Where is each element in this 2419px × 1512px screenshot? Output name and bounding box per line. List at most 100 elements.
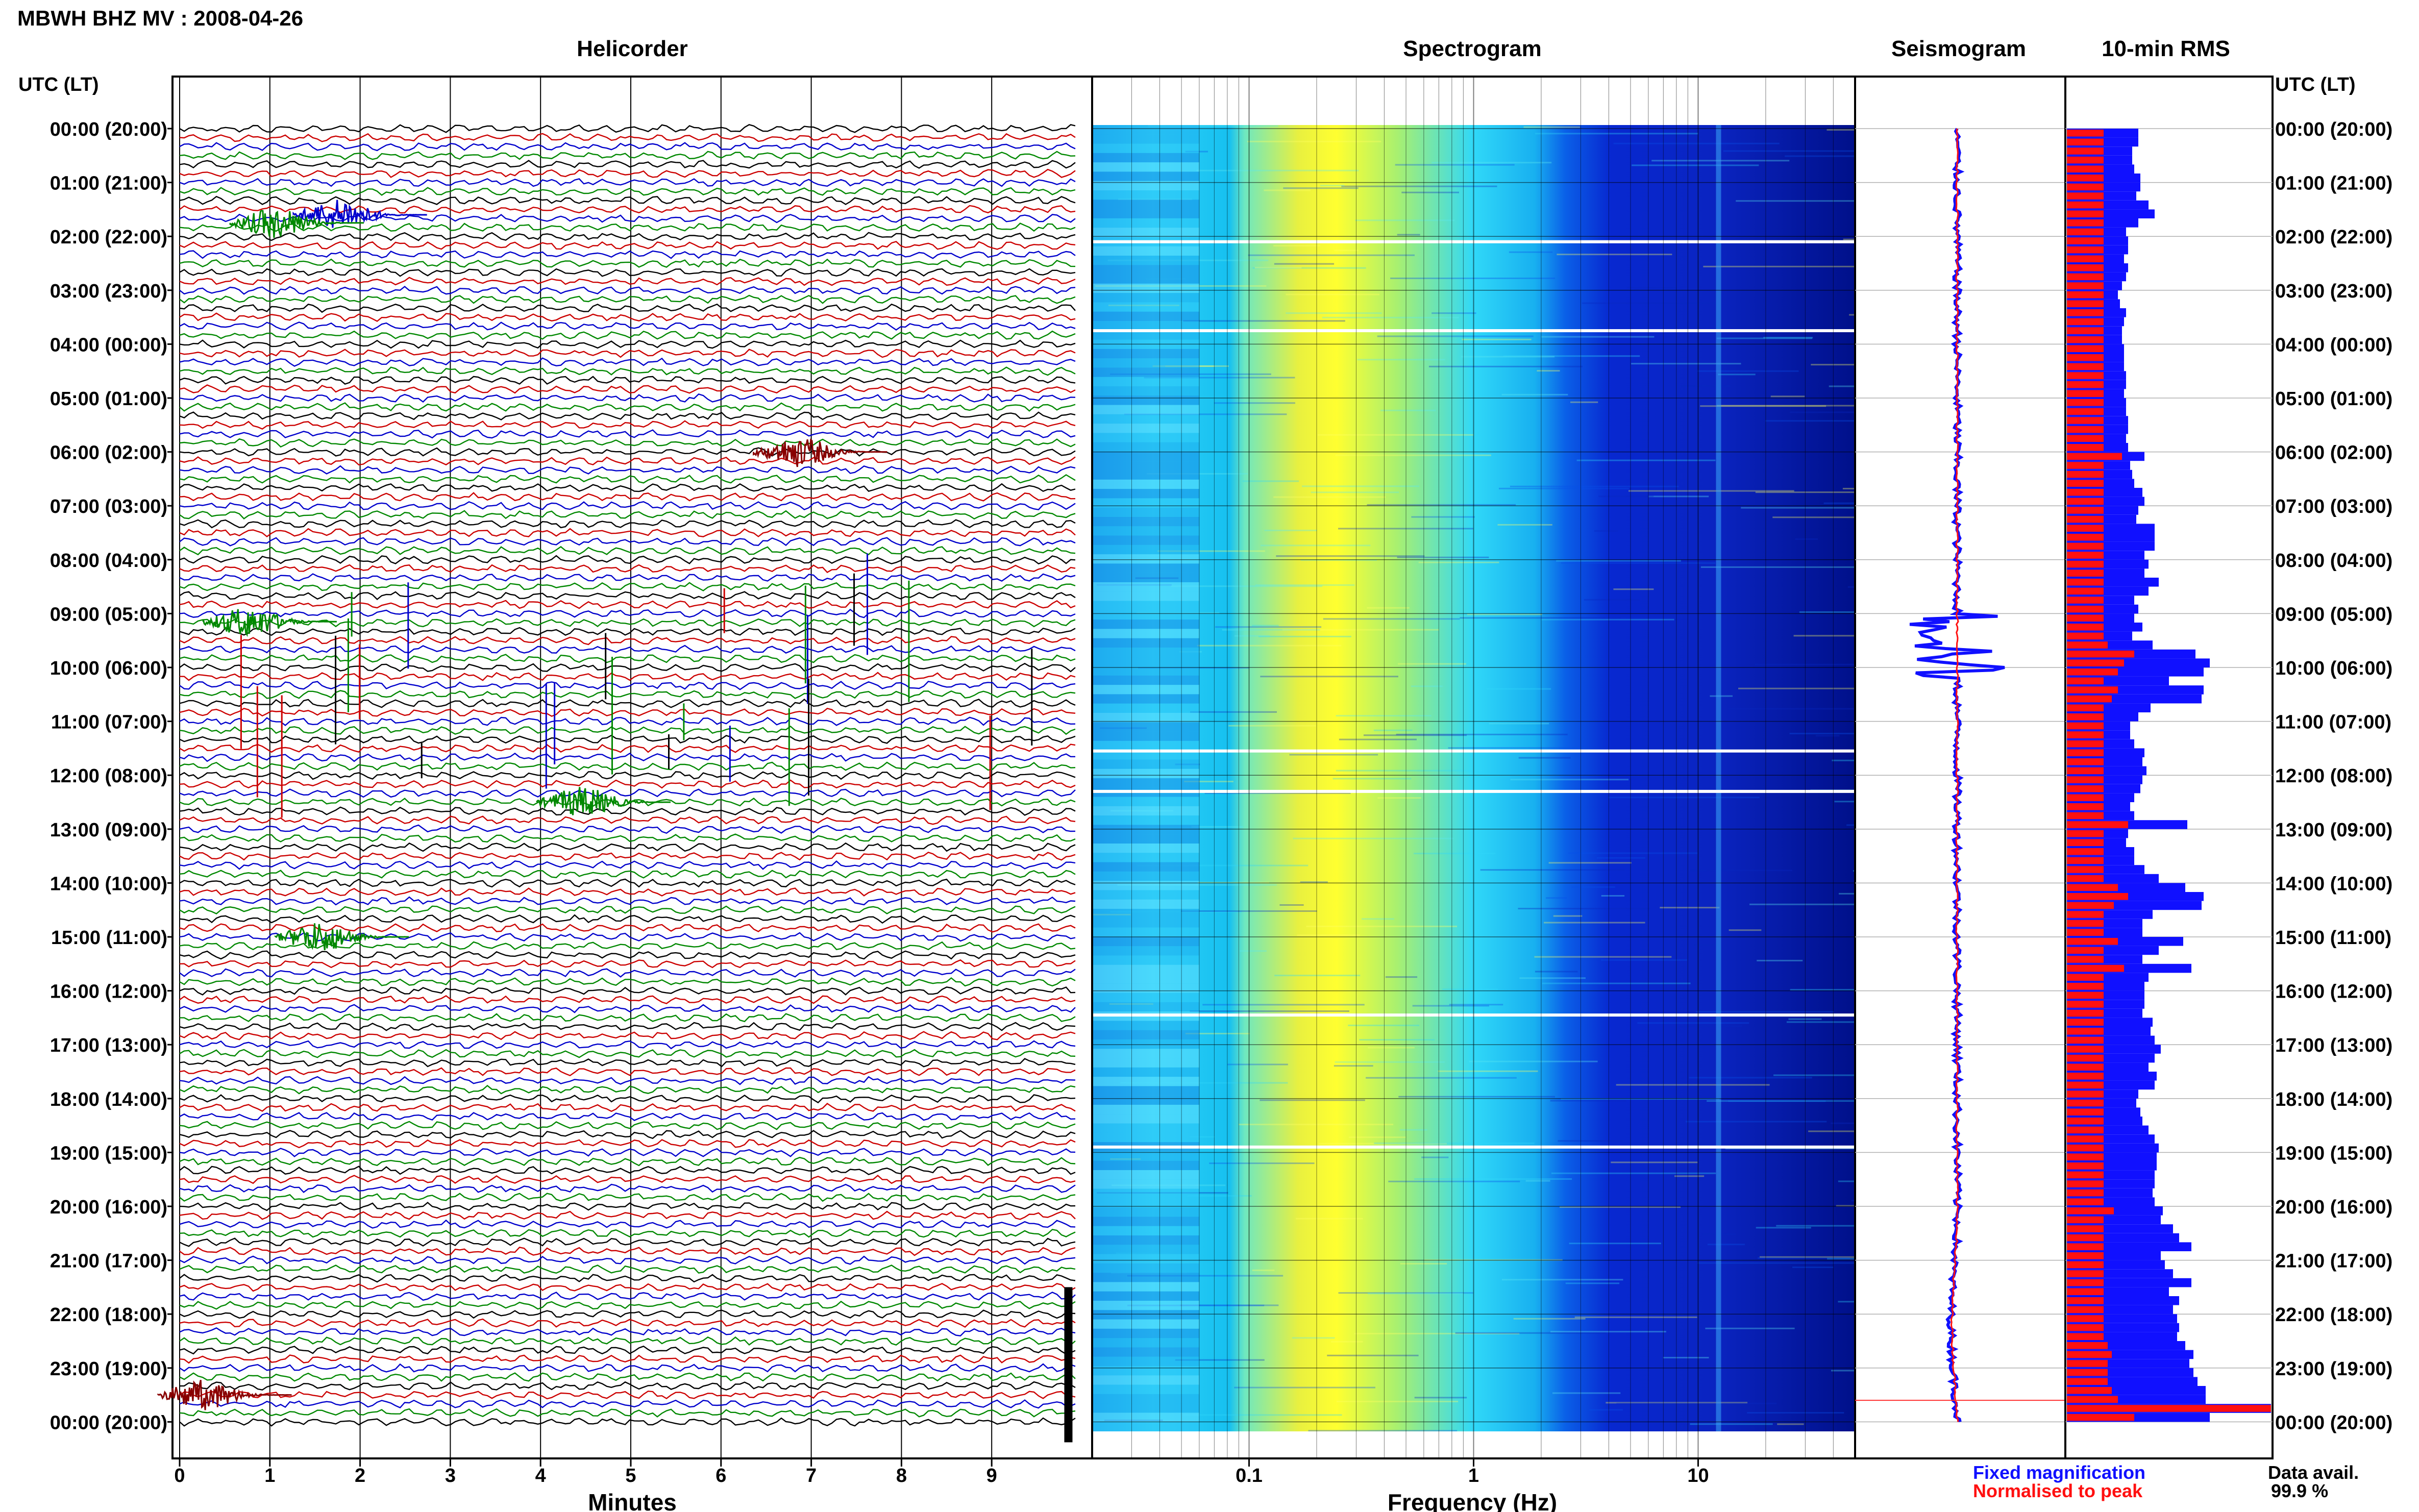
time-label-left: 05:00 (01:00) — [50, 388, 167, 410]
time-label-right: 05:00 (01:00) — [2275, 388, 2392, 410]
rms-bar-normalised — [2067, 1207, 2114, 1214]
spectrogram-x-tick-label: 0.1 — [1236, 1465, 1263, 1486]
spectrogram-streak — [1355, 219, 1455, 221]
rms-bar-normalised — [2067, 147, 2104, 155]
spectrogram-streak — [1786, 1021, 1855, 1023]
spectrogram-lowfreq-cell — [1092, 190, 1199, 200]
spectrogram-lowfreq-cell — [1092, 1086, 1199, 1096]
spectrogram-streak — [1686, 1121, 1827, 1123]
helicorder-trace — [179, 483, 1076, 492]
spectrogram-lowfreq-cell — [1092, 544, 1199, 555]
rms-bar-normalised — [2067, 1118, 2104, 1125]
spectrogram-lowfreq-cell — [1092, 358, 1199, 368]
spectrogram-lowfreq-cell — [1092, 377, 1199, 386]
helicorder-trace — [179, 914, 1076, 924]
rms-bar-normalised — [2067, 947, 2104, 954]
spectrogram-streak — [1411, 685, 1443, 687]
rms-bar-normalised — [2067, 1387, 2112, 1394]
spectrogram-streak — [1337, 1400, 1459, 1402]
rms-bar-normalised — [2067, 875, 2104, 882]
helicorder-trace — [179, 429, 1076, 439]
rms-bar-normalised — [2067, 650, 2134, 658]
spectrogram-streak — [1282, 629, 1439, 631]
spectrogram-streak — [1736, 200, 1855, 202]
helicorder-trace — [179, 142, 1076, 152]
rms-bar-normalised — [2067, 1270, 2104, 1277]
spectrogram-lowfreq-cell — [1092, 1356, 1199, 1366]
helicorder-trace — [179, 411, 1076, 421]
rms-bar-normalised — [2067, 399, 2104, 406]
spectrogram-lowfreq-cell — [1092, 1114, 1199, 1124]
helicorder-trace — [179, 734, 1076, 744]
rms-bar-normalised — [2067, 345, 2104, 352]
rms-bar-normalised — [2067, 372, 2104, 379]
spectrogram-streak — [1827, 1258, 1855, 1260]
spectrogram-streak — [1697, 1262, 1855, 1264]
spectrogram-lowfreq-cell — [1092, 293, 1199, 303]
spectrogram-lowfreq-cell — [1092, 442, 1199, 452]
spectrogram-streak — [1302, 485, 1419, 487]
spectrogram-lowfreq-cell — [1092, 638, 1199, 648]
spectrogram-streak — [1795, 538, 1818, 540]
spectrogram-xlabel: Frequency (Hz) — [1388, 1489, 1557, 1512]
spectrogram-streak — [1171, 585, 1323, 587]
helicorder-x-tick-label: 2 — [355, 1465, 365, 1486]
spectrogram-streak — [1763, 337, 1813, 339]
rms-bar-normalised — [2067, 300, 2104, 307]
time-label-right: 12:00 (08:00) — [2275, 765, 2392, 787]
spectrogram-lowfreq-cell — [1092, 675, 1199, 685]
rms-bar-normalised — [2067, 1073, 2104, 1080]
spectrogram-lowfreq-cell — [1092, 386, 1199, 396]
rms-bar-normalised — [2067, 1243, 2104, 1250]
rms-bar-normalised — [2067, 1378, 2108, 1385]
rms-bar-normalised — [2067, 192, 2104, 200]
helicorder-trace — [179, 815, 1076, 825]
spectrogram-lowfreq-cell — [1092, 461, 1199, 470]
helicorder-trace — [179, 1202, 1076, 1211]
spectrogram-streak — [1823, 502, 1855, 504]
spectrogram-streak — [1414, 1178, 1572, 1180]
seismogram-panel — [1854, 76, 2066, 1459]
spectrogram-streak — [1306, 925, 1458, 927]
spectrogram-lowfreq-cell — [1092, 657, 1199, 666]
helicorder-trace — [179, 195, 1076, 205]
helicorder-trace — [179, 699, 1076, 708]
time-label-right: 14:00 (10:00) — [2275, 873, 2392, 895]
spectrogram-streak — [1228, 725, 1316, 727]
spectrogram-streak — [1390, 277, 1556, 279]
spectrogram-streak — [1705, 1327, 1795, 1329]
spectrogram-lowfreq-cell — [1092, 1319, 1199, 1329]
spectrogram-streak — [1616, 1402, 1777, 1404]
spectrogram-streak — [1777, 1423, 1804, 1425]
helicorder-trace — [179, 681, 1076, 690]
spectrogram-lowfreq-cell — [1092, 1123, 1199, 1133]
spectrogram-streak — [1501, 1279, 1623, 1281]
spectrogram-streak — [1510, 485, 1679, 487]
spectrogram-streak — [1248, 254, 1415, 256]
spectrogram-streak — [1264, 530, 1317, 532]
helicorder-trace — [179, 1327, 1076, 1336]
spectrogram-streak — [1765, 420, 1855, 422]
spectrogram-streak — [1523, 126, 1580, 128]
helicorder-trace — [179, 1094, 1076, 1104]
spectrogram-streak — [1556, 560, 1681, 562]
spectrogram-streak — [1700, 566, 1855, 568]
spectrogram-lowfreq-cell — [1092, 825, 1199, 834]
rms-bar-normalised — [2067, 677, 2104, 685]
spectrogram-streak — [1395, 164, 1515, 166]
helicorder-trace — [179, 1112, 1076, 1121]
helicorder-trace — [179, 178, 1076, 187]
spectrogram-streak — [1317, 434, 1474, 436]
spectrogram-streak — [1289, 754, 1378, 756]
spectrogram-lowfreq-cell — [1092, 1282, 1199, 1292]
spectrogram-lowfreq-cell — [1092, 1347, 1199, 1357]
rms-bar-normalised — [2067, 354, 2104, 361]
helicorder-trace — [179, 582, 1076, 591]
spectrogram-lowfreq-cell — [1092, 936, 1199, 947]
spectrogram-streak — [1838, 893, 1855, 895]
rms-bar-normalised — [2067, 992, 2104, 999]
spectrogram-streak — [1148, 125, 1278, 127]
helicorder-trace — [179, 510, 1076, 520]
spectrogram-lowfreq-cell — [1092, 405, 1199, 414]
spectrogram-streak — [1455, 1332, 1607, 1334]
